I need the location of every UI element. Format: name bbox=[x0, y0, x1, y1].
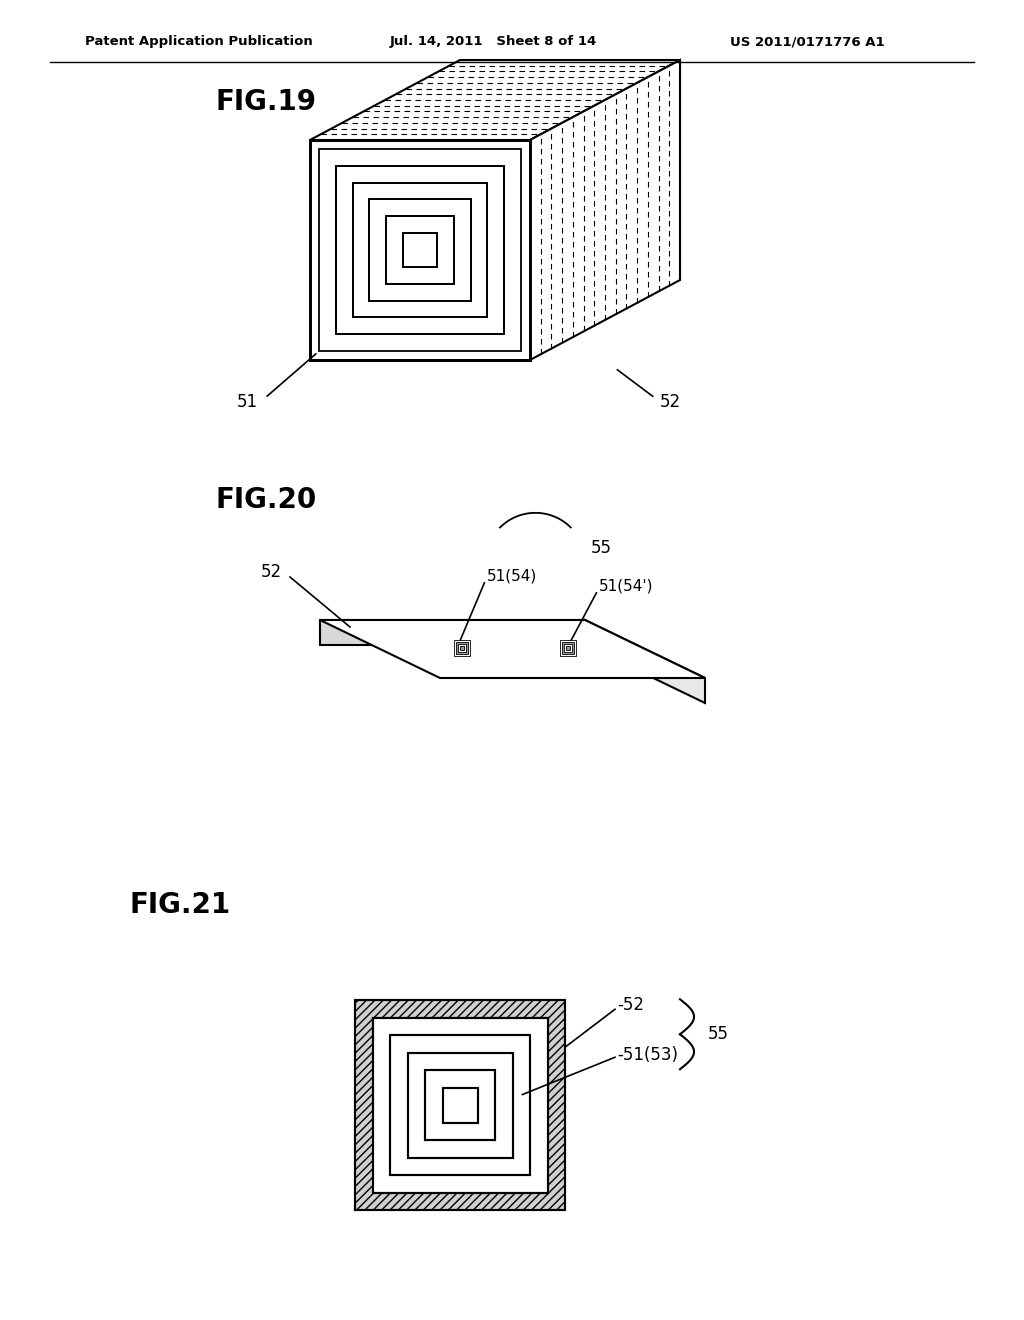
Text: 52: 52 bbox=[660, 393, 681, 411]
Text: Patent Application Publication: Patent Application Publication bbox=[85, 36, 312, 49]
Text: US 2011/0171776 A1: US 2011/0171776 A1 bbox=[730, 36, 885, 49]
Polygon shape bbox=[373, 1018, 548, 1192]
Polygon shape bbox=[370, 199, 471, 301]
Polygon shape bbox=[425, 1071, 495, 1140]
Polygon shape bbox=[425, 1071, 495, 1140]
Polygon shape bbox=[310, 140, 530, 360]
Text: FIG.19: FIG.19 bbox=[215, 88, 316, 116]
Polygon shape bbox=[318, 149, 521, 351]
Polygon shape bbox=[355, 1001, 565, 1210]
Polygon shape bbox=[564, 644, 572, 652]
Polygon shape bbox=[442, 1088, 477, 1122]
Polygon shape bbox=[562, 642, 574, 653]
Polygon shape bbox=[336, 166, 505, 334]
Text: FIG.20: FIG.20 bbox=[215, 486, 316, 513]
Text: -51(53): -51(53) bbox=[617, 1047, 678, 1064]
Text: 51: 51 bbox=[237, 393, 258, 411]
Polygon shape bbox=[403, 234, 437, 267]
Text: FIG.21: FIG.21 bbox=[130, 891, 231, 919]
Polygon shape bbox=[585, 620, 705, 704]
Text: Jul. 14, 2011   Sheet 8 of 14: Jul. 14, 2011 Sheet 8 of 14 bbox=[390, 36, 597, 49]
Polygon shape bbox=[408, 1052, 512, 1158]
Polygon shape bbox=[310, 59, 680, 140]
Polygon shape bbox=[530, 59, 680, 360]
Polygon shape bbox=[408, 1052, 512, 1158]
Text: 51(54'): 51(54') bbox=[598, 578, 653, 594]
Polygon shape bbox=[352, 182, 487, 318]
Polygon shape bbox=[352, 182, 487, 318]
Text: 55: 55 bbox=[591, 539, 611, 557]
Text: 52: 52 bbox=[261, 564, 282, 581]
Polygon shape bbox=[373, 1018, 548, 1192]
Text: 55: 55 bbox=[708, 1026, 729, 1043]
Polygon shape bbox=[319, 620, 705, 678]
Polygon shape bbox=[560, 640, 577, 656]
Polygon shape bbox=[566, 645, 570, 649]
Polygon shape bbox=[390, 1035, 530, 1175]
Polygon shape bbox=[461, 645, 465, 649]
Text: -52: -52 bbox=[617, 997, 644, 1014]
Polygon shape bbox=[336, 166, 505, 334]
Polygon shape bbox=[390, 1035, 530, 1175]
Polygon shape bbox=[319, 620, 585, 645]
Polygon shape bbox=[457, 642, 468, 653]
Polygon shape bbox=[386, 216, 454, 284]
Text: 51(54): 51(54) bbox=[486, 569, 537, 583]
Polygon shape bbox=[455, 640, 470, 656]
Polygon shape bbox=[370, 199, 471, 301]
Polygon shape bbox=[386, 216, 454, 284]
Polygon shape bbox=[442, 1088, 477, 1122]
Polygon shape bbox=[403, 234, 437, 267]
Polygon shape bbox=[459, 644, 466, 652]
